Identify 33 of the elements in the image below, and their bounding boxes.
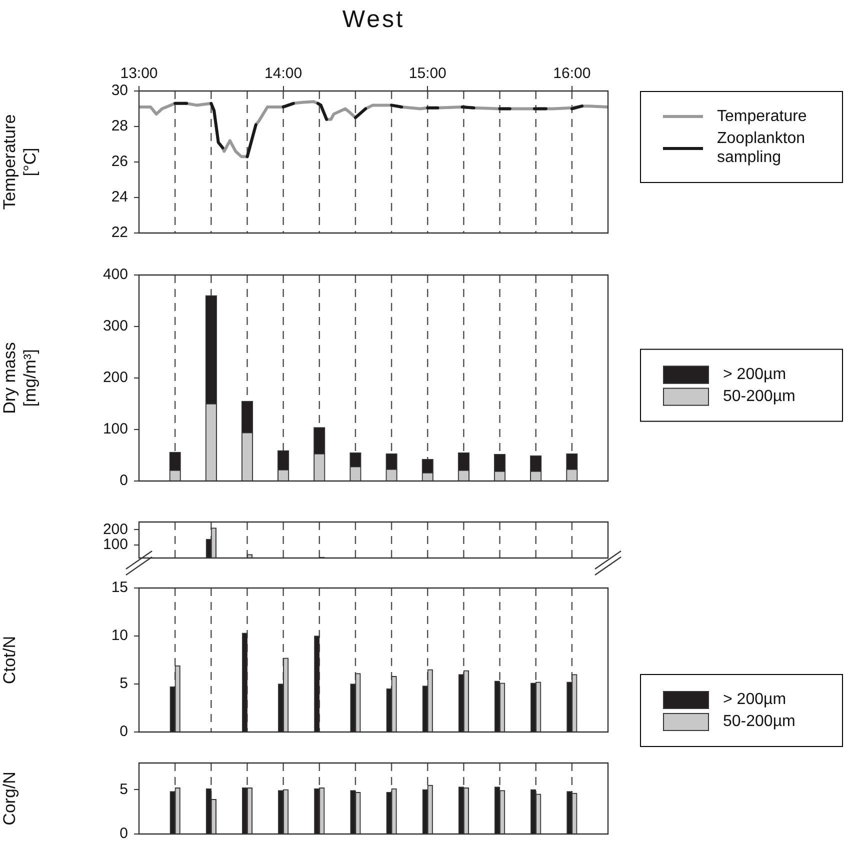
y-tick-label: 0 (120, 472, 128, 490)
legend-label: > 200µm (723, 364, 786, 384)
y-axis-title: Temperature [°C] (0, 114, 40, 210)
y-tick-label: 200 (102, 369, 128, 386)
y-tick-label: 100 (102, 536, 128, 554)
x-tick-label: 14:00 (264, 65, 302, 82)
legend-label: > 200µm (723, 690, 786, 709)
y-axis-title: Ctot/N (0, 636, 19, 684)
y-tick-label: 5 (120, 780, 128, 798)
y-tick-label: 400 (102, 266, 128, 284)
x-tick-label: 15:00 (408, 65, 446, 82)
y-tick-label: 24 (111, 188, 128, 206)
y-tick-label: 28 (111, 118, 128, 135)
y-tick-label: 0 (120, 723, 128, 740)
y-tick-label: 300 (102, 318, 128, 335)
y-axis-title: Dry mass [mg/m³] (0, 342, 40, 414)
y-tick-label: 10 (111, 627, 128, 644)
y-tick-label: 5 (120, 675, 128, 692)
y-axis-title: Corg/N (0, 772, 19, 826)
legend-label: Temperature (717, 107, 807, 126)
y-tick-label: 200 (102, 520, 128, 538)
x-tick-label: 16:00 (553, 65, 591, 82)
y-tick-label: 22 (111, 224, 128, 242)
y-tick-label: 30 (111, 82, 128, 100)
y-tick-label: 0 (120, 825, 128, 842)
y-tick-label: 100 (102, 420, 128, 438)
legend-label: Zooplankton sampling (717, 129, 806, 167)
chart-title: West (341, 6, 406, 34)
y-tick-label: 15 (111, 579, 128, 596)
legend-label: 50-200µm (723, 712, 796, 731)
x-tick-label: 13:00 (120, 65, 158, 82)
y-tick-label: 26 (111, 153, 128, 170)
legend-label: 50-200µm (723, 386, 796, 406)
